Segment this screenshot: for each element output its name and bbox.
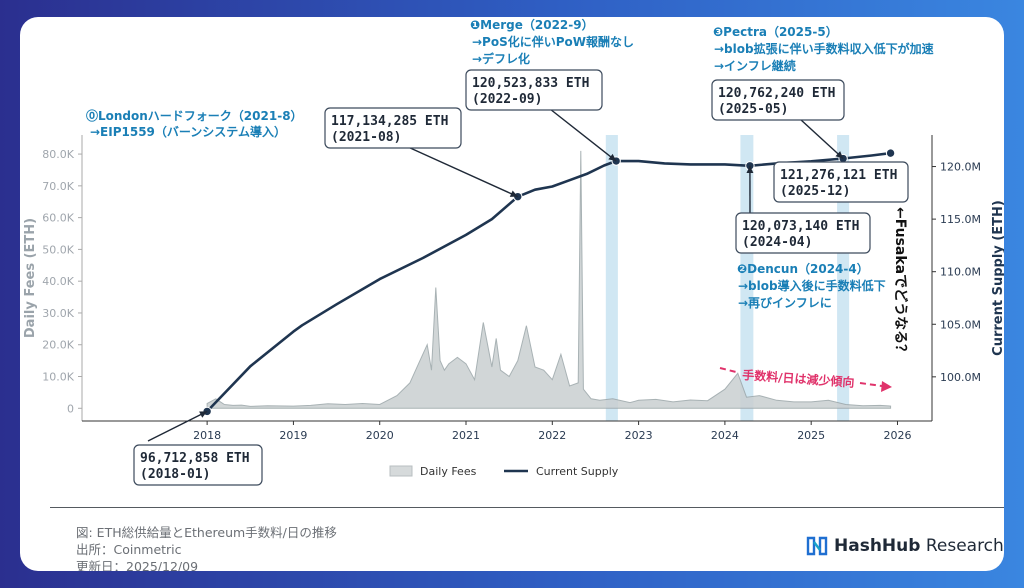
x-tick-label: 2020 [366,429,394,442]
caption-updated: 更新日：2025/12/09 [76,559,199,571]
callout-value-5: 121,276,121 ETH [780,168,897,183]
callout-box-3 [735,212,871,254]
y-right-tick-label: 100.0M [940,371,981,384]
y-left-tick-label: 60.0K [42,212,74,225]
y-left-tick-label: 70.0K [42,180,74,193]
y-left-tick-label: 50.0K [42,243,74,256]
y-left-axis-title: Daily Fees (ETH) [23,218,38,338]
y-left-tick-label: 40.0K [42,275,74,288]
callout-box-2 [465,69,603,111]
footer-divider [50,507,1004,508]
callout-date-1: (2021-08) [331,130,401,145]
y-right-tick-label: 110.0M [940,266,981,279]
x-tick-label: 2019 [279,429,307,442]
fee-trend-dash-left [719,367,737,373]
brand-suffix: Research [920,536,1004,556]
x-tick-label: 2022 [538,429,566,442]
y-left-tick-label: 10.0K [42,371,74,384]
callout-value-3: 120,073,140 ETH [742,219,859,234]
y-left-tick-label: 30.0K [42,307,74,320]
event-band-2 [837,135,850,421]
london-detail: →EIP1559（バーンシステム導入） [90,124,286,139]
callout-arrow-head-icon [199,411,208,418]
daily-fees-series [206,150,892,409]
y-right-axis-title: Current Supply (ETH) [991,200,1004,356]
fee-trend-arrow-icon [881,381,892,392]
fee-trend-dash-right [859,382,883,387]
y-left-tick-label: 80.0K [42,148,74,161]
london-title: ⓪Londonハードフォーク（2021-8） [86,108,303,123]
y-right-tick-label: 120.0M [940,161,981,174]
current-supply-series [206,151,891,413]
dencun-detail-1: →blob導入後に手数料低下 [738,278,886,293]
legend-supply-label: Current Supply [536,465,619,478]
callout-value-2: 120,523,833 ETH [472,76,589,91]
y-right-tick-label: 105.0M [940,318,981,331]
callout-date-2: (2022-09) [472,92,542,107]
x-tick-label: 2021 [452,429,480,442]
chart-card: 0 10.0K 20.0K 30.0K 40.0K 50.0K 60.0K 70.0K 80.0… [20,17,1004,571]
x-tick-label: 2025 [797,429,825,442]
callout-arrow-head-icon [835,151,844,159]
callout-box-5 [773,161,909,203]
dencun-title: ❷Dencun（2024-4） [737,261,869,276]
y-right-tick-label: 115.0M [940,213,981,226]
value-callouts: 96,712,858 ETH(2018-01)117,134,285 ETH(2… [133,69,909,486]
pectra-detail-2: →インフレ継続 [714,58,796,73]
callout-date-3: (2024-04) [742,235,812,250]
supply-point-5 [885,148,896,158]
chart: 0 10.0K 20.0K 30.0K 40.0K 50.0K 60.0K 70.0K 80.0… [23,17,1004,486]
callout-date-5: (2025-12) [780,184,850,199]
event-band-0 [605,135,618,421]
merge-title: ❶Merge（2022-9） [470,17,594,32]
brand-name: HashHub [834,536,921,556]
callout-date-0: (2018-01) [140,467,210,482]
callout-value-4: 120,762,240 ETH [718,86,835,101]
y-left-tick-label: 20.0K [42,339,74,352]
legend-fees-label: Daily Fees [420,465,477,478]
caption-title: 図: ETH総供給量とEthereum手数料/日の推移 [76,525,337,540]
annotations: ⓪Londonハードフォーク（2021-8） →EIP1559（バーンシステム導… [86,17,934,392]
x-tick-label: 2023 [625,429,653,442]
x-tick-label: 2018 [193,429,221,442]
callout-box-4 [711,79,845,121]
callout-arrow-0 [147,410,208,442]
callout-arrow-head-icon [608,153,617,162]
callout-arrow-2 [549,108,617,162]
callout-arrow-head-icon [509,190,518,197]
fusaka-label: ←Fusakaでどうなる？ [892,207,908,358]
merge-detail-1: →PoS化に伴いPoW報酬なし [472,34,634,49]
merge-detail-2: →デフレ化 [472,51,530,66]
callout-box-0 [133,444,263,486]
legend: Daily Fees Current Supply [389,465,619,478]
pectra-title: ❸Pectra（2025-5） [713,24,838,39]
callout-value-0: 96,712,858 ETH [140,451,250,466]
axes: 0 10.0K 20.0K 30.0K 40.0K 50.0K 60.0K 70.0K 80.0… [23,135,1004,442]
callout-arrow-head-icon [746,165,754,173]
pectra-detail-1: →blob拡張に伴い手数料収入低下が加速 [714,41,934,56]
hashhub-logo-icon [806,536,828,556]
y-left-tick-label: 0 [67,402,74,415]
daily-fees-area [206,150,892,409]
callout-arrow-1 [407,146,519,198]
x-tick-label: 2024 [711,429,739,442]
x-tick-label: 2026 [883,429,911,442]
callout-arrow-4 [799,118,844,160]
callout-date-4: (2025-05) [718,102,788,117]
caption: 図: ETH総供給量とEthereum手数料/日の推移 出所：Coinmetri… [76,524,337,571]
caption-source: 出所：Coinmetric [76,542,182,557]
callout-box-1 [324,107,462,149]
dencun-detail-2: →再びインフレに [738,295,832,310]
callout-value-1: 117,134,285 ETH [331,114,448,129]
hashhub-logo: HashHub Research [806,536,1004,556]
legend-fees-swatch [389,465,413,477]
